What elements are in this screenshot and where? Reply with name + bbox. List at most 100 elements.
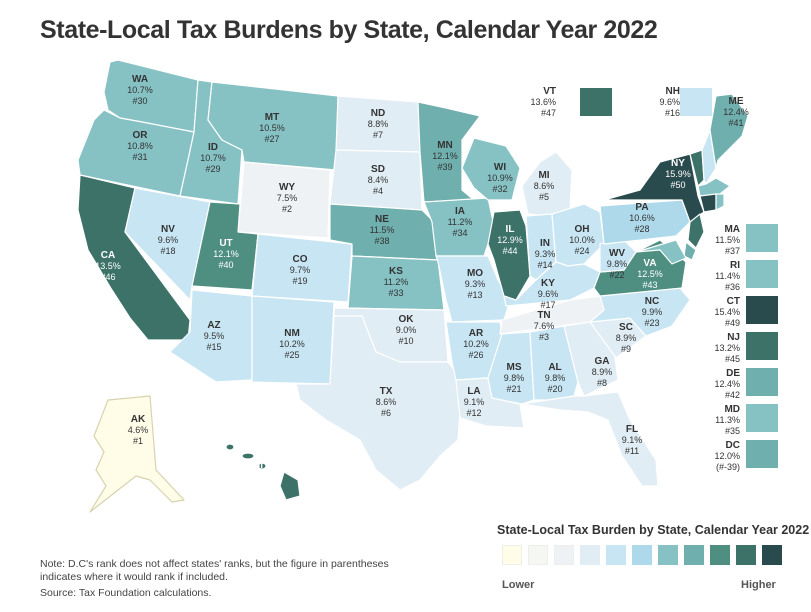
state-abbr-KY: KY — [541, 278, 555, 289]
state-rank-KY: #17 — [540, 300, 555, 310]
state-KY[interactable] — [503, 261, 601, 307]
state-WI[interactable] — [461, 137, 521, 201]
state-label-SC: SC8.9%#9 — [616, 322, 637, 354]
state-NH[interactable] — [701, 129, 717, 185]
small-state-swatch-MD[interactable] — [746, 404, 778, 432]
state-rate-NC: 9.9% — [642, 307, 663, 317]
state-abbr-UT: UT — [219, 238, 232, 249]
small-state-abbr-RI: RI — [730, 260, 740, 271]
small-state-swatch-NJ[interactable] — [746, 332, 778, 360]
state-rank-IL: #44 — [502, 246, 517, 256]
state-NV[interactable] — [124, 187, 211, 301]
footnote: Note: D.C's rank does not affect states'… — [40, 558, 420, 600]
small-state-rank-VT: #47 — [540, 108, 556, 118]
source-text: Source: Tax Foundation calculations. — [40, 587, 212, 599]
state-label-TN: TN7.6%#3 — [534, 310, 555, 342]
state-rank-IA: #34 — [452, 228, 467, 238]
state-rank-AZ: #15 — [206, 342, 221, 352]
state-MD[interactable] — [635, 239, 687, 265]
state-abbr-ME: ME — [729, 96, 744, 107]
state-rank-ME: #41 — [728, 118, 743, 128]
state-rate-AK: 4.6% — [128, 425, 149, 435]
small-state-swatch-CT[interactable] — [746, 296, 778, 324]
state-abbr-OK: OK — [399, 314, 415, 325]
legend-swatch-1 — [502, 545, 522, 565]
state-abbr-WV: WV — [609, 248, 625, 259]
small-state-rate-NH: 9.6% — [659, 97, 680, 107]
state-FL[interactable] — [521, 391, 659, 487]
state-abbr-MS: MS — [507, 362, 522, 373]
small-state-swatch-DE[interactable] — [746, 368, 778, 396]
state-rate-SD: 8.4% — [368, 175, 389, 185]
state-HI[interactable] — [225, 443, 301, 501]
state-rank-OK: #10 — [398, 336, 413, 346]
state-rate-WI: 10.9% — [487, 173, 513, 183]
small-state-label-DE: DE 12.4% #42 — [706, 368, 740, 401]
state-rank-PA: #28 — [634, 224, 649, 234]
state-MI[interactable] — [521, 151, 573, 217]
state-ME[interactable] — [709, 93, 749, 169]
legend-swatch-11 — [762, 545, 782, 565]
state-abbr-NE: NE — [375, 214, 389, 225]
state-label-SD: SD8.4%#4 — [368, 164, 389, 196]
small-state-rate-CT: 15.4% — [714, 307, 740, 317]
state-rate-IA: 11.2% — [448, 217, 473, 227]
legend-scale — [502, 545, 782, 565]
small-state-label-NJ: NJ 13.2% #45 — [706, 332, 740, 365]
state-rank-CA: #46 — [100, 272, 115, 282]
state-abbr-PA: PA — [635, 202, 648, 213]
state-label-OK: OK9.0%#10 — [396, 314, 417, 346]
small-state-rank-DC: (#-39) — [715, 462, 740, 472]
state-rank-MO: #13 — [467, 290, 482, 300]
state-rank-NV: #18 — [160, 246, 175, 256]
small-state-rank-RI: #36 — [724, 282, 740, 292]
state-rate-HI: 14.1% — [245, 471, 271, 481]
state-rank-MS: #21 — [506, 384, 521, 394]
small-state-swatch-VT[interactable] — [580, 88, 612, 116]
state-rank-IN: #14 — [537, 260, 552, 270]
state-label-TX: TX8.6%#6 — [376, 386, 397, 418]
state-label-MI: MI8.6%#5 — [534, 170, 555, 202]
small-state-swatch-DC[interactable] — [746, 440, 778, 468]
state-abbr-WA: WA — [132, 74, 148, 85]
state-rate-IN: 9.3% — [535, 249, 556, 259]
state-abbr-SD: SD — [371, 164, 385, 175]
small-state-rate-MD: 11.3% — [715, 415, 740, 425]
state-rate-ND: 8.8% — [368, 119, 389, 129]
small-state-abbr-VT: VT — [543, 86, 556, 97]
state-rank-OH: #24 — [574, 246, 589, 256]
small-state-swatch-RI[interactable] — [746, 260, 778, 288]
state-abbr-MO: MO — [467, 268, 483, 279]
small-state-swatch-MA[interactable] — [746, 224, 778, 252]
state-rate-MI: 8.6% — [534, 181, 555, 191]
state-abbr-KS: KS — [389, 266, 403, 277]
small-state-rate-VT: 13.6% — [530, 97, 556, 107]
state-PA[interactable] — [599, 199, 691, 245]
state-NJ[interactable] — [687, 213, 705, 249]
state-NY[interactable] — [603, 153, 705, 223]
small-state-swatch-NH[interactable] — [680, 88, 712, 116]
legend-swatch-9 — [710, 545, 730, 565]
state-NC[interactable] — [589, 287, 691, 337]
state-RI[interactable] — [715, 193, 725, 211]
state-rank-FL: #11 — [625, 446, 639, 456]
state-label-MS: MS9.8%#21 — [504, 362, 525, 394]
state-MN[interactable] — [417, 101, 481, 203]
state-label-AK: AK4.6%#1 — [128, 414, 149, 446]
state-AK[interactable] — [89, 395, 185, 513]
state-TX[interactable] — [295, 315, 463, 491]
state-DE[interactable] — [683, 241, 697, 261]
state-abbr-SC: SC — [619, 322, 633, 333]
small-state-rank-DE: #42 — [724, 390, 740, 400]
state-rank-LA: #12 — [466, 408, 481, 418]
state-rate-UT: 12.1% — [213, 249, 239, 259]
state-rate-CA: 13.5% — [95, 261, 121, 271]
state-abbr-MN: MN — [437, 140, 453, 151]
